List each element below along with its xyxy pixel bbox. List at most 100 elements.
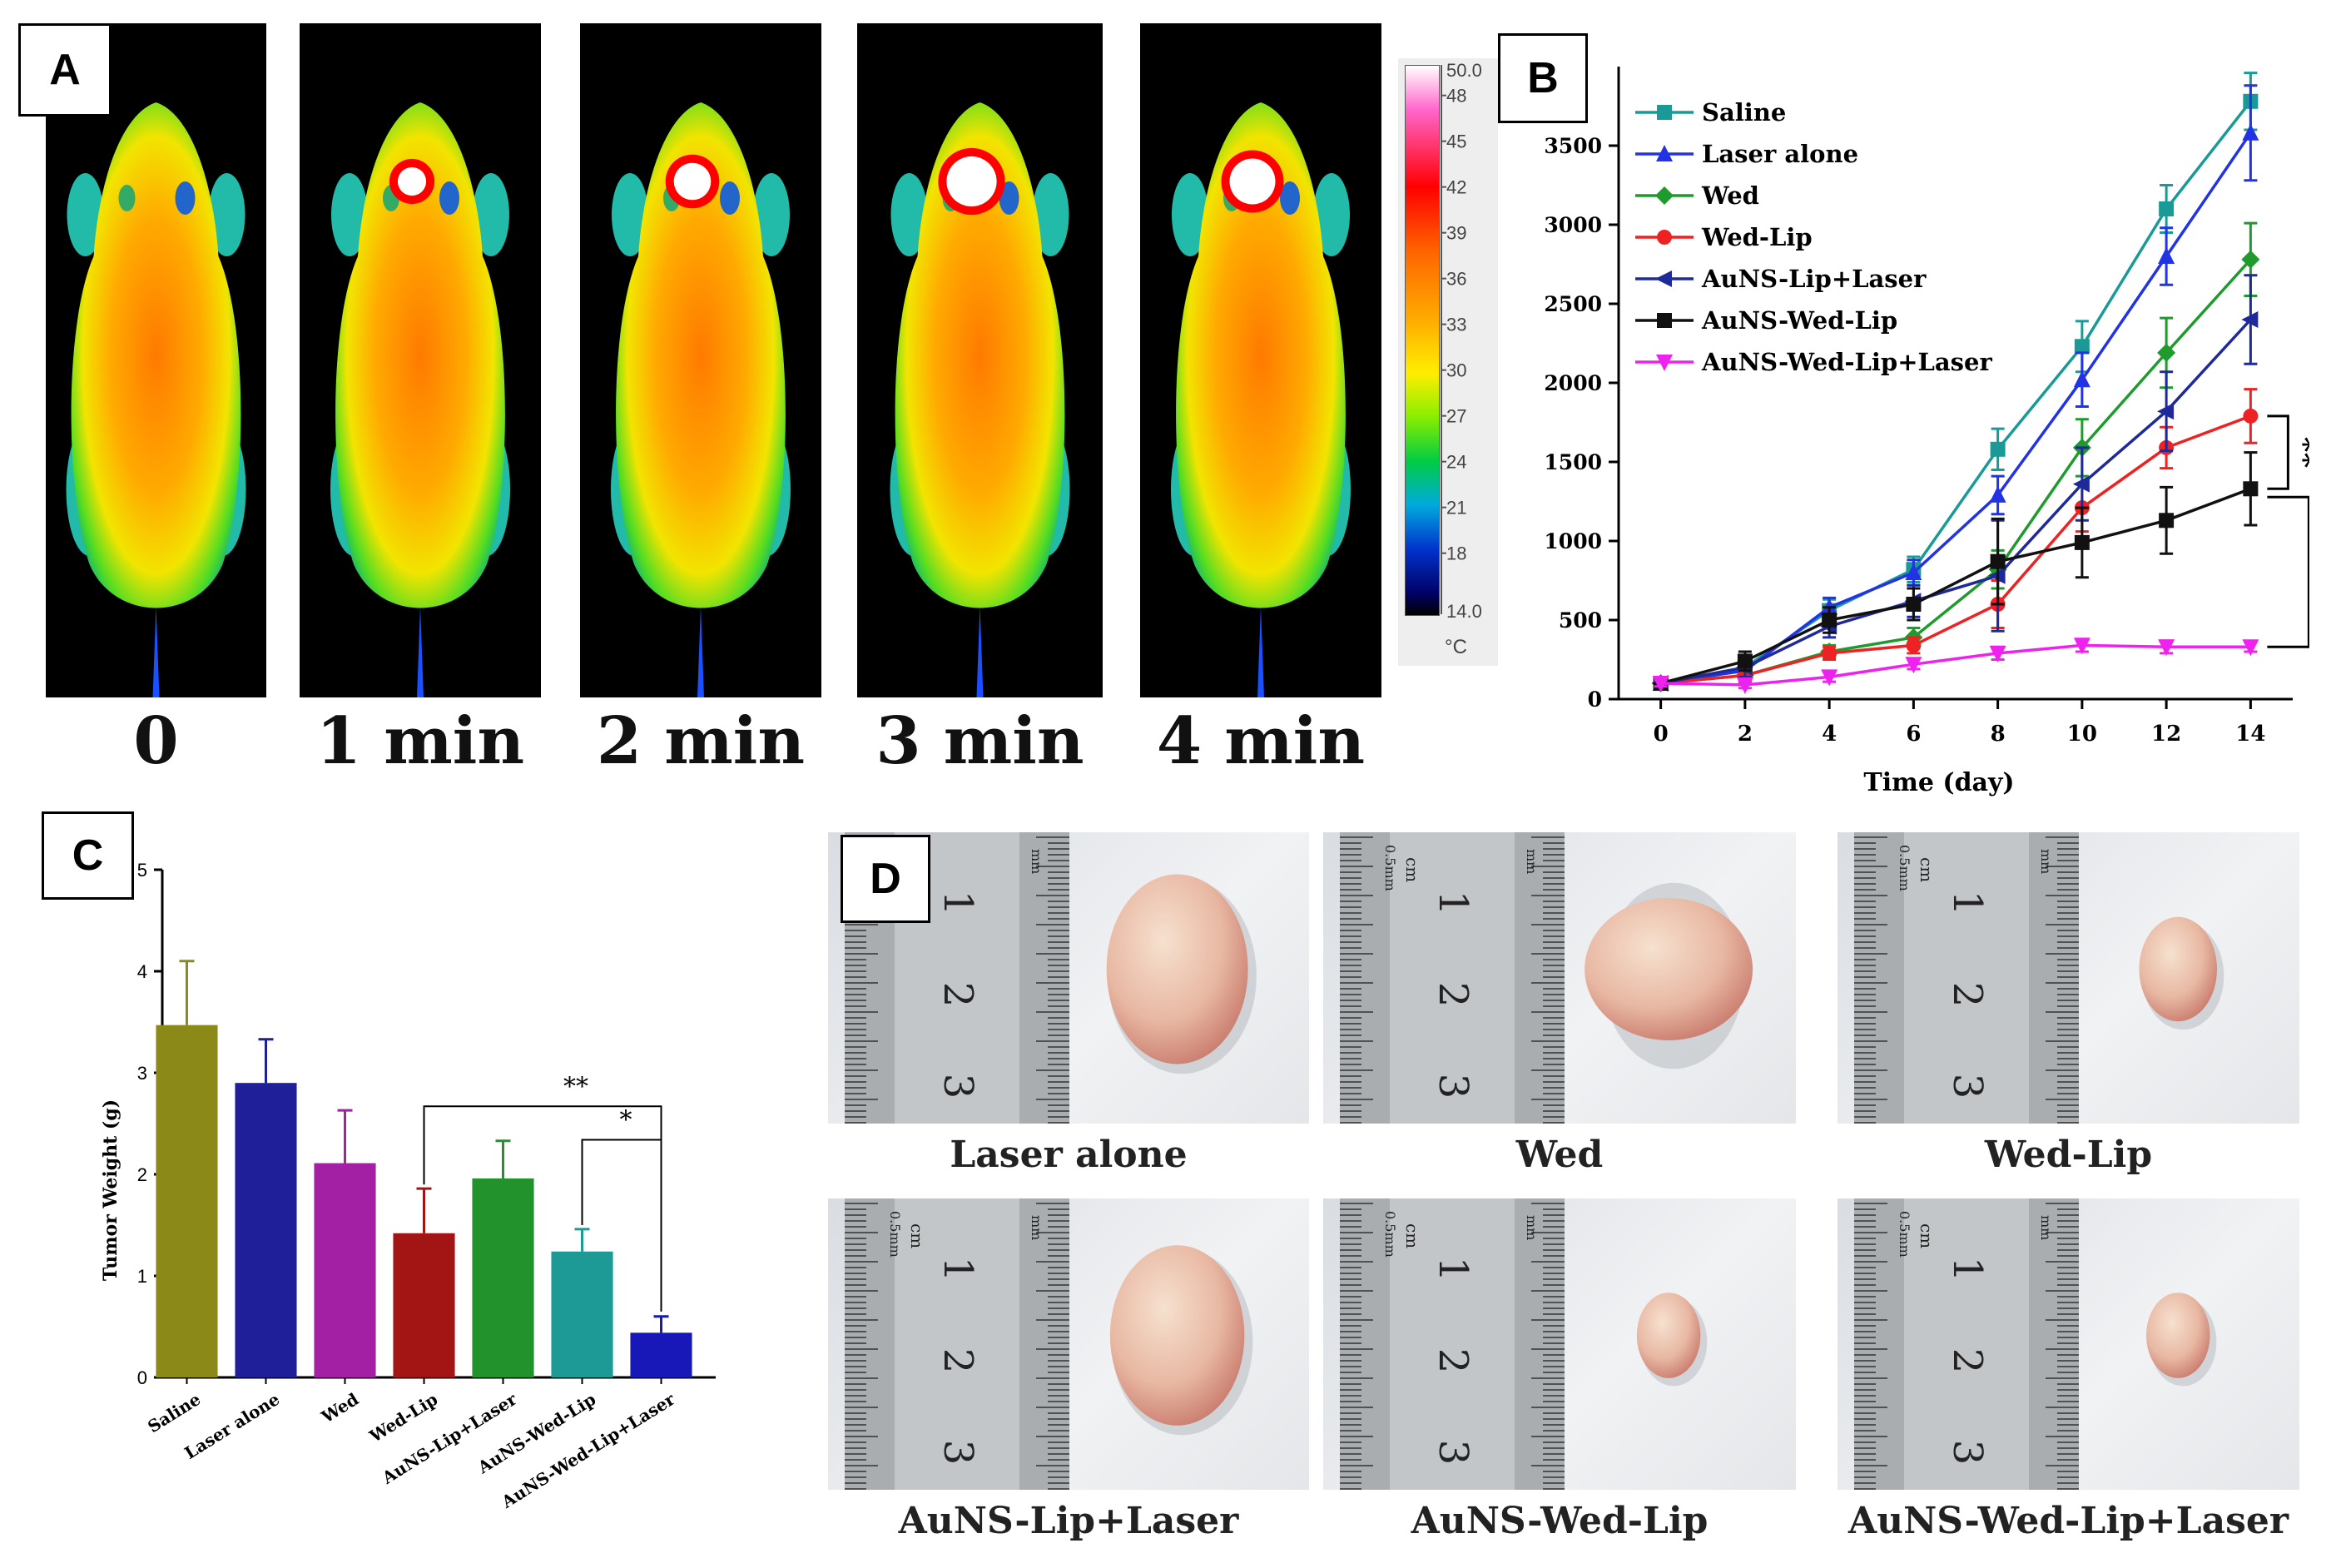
significance-bracket: [2267, 414, 2289, 490]
y-tick-label: 1000: [1544, 529, 1602, 553]
colorbar-tick-label: 39: [1446, 223, 1466, 244]
colorbar-gradient: [1405, 65, 1440, 616]
series-line: [1660, 318, 2252, 685]
x-tick-label: 2: [1738, 722, 1753, 747]
y-axis-title: Tumor Weight (g): [100, 1099, 122, 1281]
ruler-number: 1: [935, 1257, 981, 1283]
mouse-tail: [697, 606, 704, 697]
thermal-time-label: 3 min: [875, 703, 1084, 779]
series-auns-wed-lip: AuNS-Wed-Lip: [1635, 306, 2259, 691]
series-auns-wed-lip-laser: AuNS-Wed-Lip+Laser: [1635, 348, 2259, 694]
data-point: [1656, 355, 1673, 371]
data-point: [2074, 534, 2090, 550]
colorbar-axis: 48 45 42 39 36 33 30 27 24 21 18 50.0 14.0 °C: [1441, 60, 1482, 658]
bar: [551, 1251, 613, 1377]
photo-caption: AuNS-Wed-Lip+Laser: [1847, 1500, 2289, 1542]
colorbar-tick-label: 36: [1446, 269, 1466, 290]
y-tick-label: 3: [137, 1063, 147, 1084]
panel-d-letter: D: [841, 835, 930, 923]
mouse-body: [335, 102, 505, 608]
thermal-time-label: 4 min: [1156, 703, 1366, 779]
ruler-unit-cm: cm: [1917, 1223, 1937, 1248]
data-point: [1990, 553, 2006, 569]
data-point: [1657, 105, 1672, 120]
legend-label: AuNS-Lip+Laser: [1701, 265, 1927, 293]
data-point: [2073, 638, 2090, 655]
ruler-number: 1: [1430, 891, 1476, 916]
y-tick-label: 2000: [1544, 371, 1602, 395]
y-tick-label: 0: [1588, 687, 1602, 712]
y-tick-label: 4: [137, 961, 147, 982]
mouse-foreleg: [1032, 173, 1069, 256]
series-line: [1660, 100, 2252, 685]
x-tick-label: Wed: [317, 1389, 362, 1427]
mouse-body: [1176, 102, 1346, 608]
ruler-half-mm: 0.5mm: [1897, 1211, 1912, 1258]
ruler-number: 2: [1944, 982, 1991, 1008]
ruler-number: 3: [1430, 1440, 1476, 1466]
ruler-half-mm: 0.5mm: [1897, 845, 1912, 891]
thermal-image: [300, 23, 541, 697]
thermal-time-label: 1 min: [315, 703, 525, 779]
mouse-tail: [976, 606, 984, 697]
panel-a-letter: A: [18, 23, 112, 117]
tumor-specimen: [1636, 1293, 1701, 1378]
bar: [314, 1163, 376, 1377]
ruler-number: 2: [935, 982, 981, 1008]
ruler-number: 2: [935, 1348, 981, 1374]
data-point: [1906, 597, 1922, 612]
mouse-body: [616, 102, 786, 608]
series-laser-alone: Laser alone: [1635, 84, 2259, 691]
data-point: [1737, 653, 1753, 669]
thermal-time-label: 2 min: [596, 703, 806, 779]
ruler-unit-cm: cm: [1402, 857, 1422, 882]
colorbar-unit: °C: [1445, 636, 1467, 658]
series-wed-lip: Wed-Lip: [1635, 223, 2259, 691]
data-point: [1821, 669, 1838, 687]
ruler-and-tumor: 1 2 3 cm mm 0.5mm: [1340, 832, 1753, 1124]
thermal-image: [46, 23, 266, 697]
mouse-tail: [152, 606, 160, 697]
bar: [235, 1083, 297, 1377]
thermal-mouse-drawing: [890, 102, 1070, 697]
legend-label: AuNS-Wed-Lip: [1701, 306, 1897, 335]
data-point: [1990, 441, 2006, 457]
ruler-center-band: [895, 1198, 1019, 1490]
thermal-mouse-drawing: [1171, 102, 1351, 697]
mouse-foreleg: [612, 173, 648, 256]
thermal-mouse-drawing: [330, 102, 510, 697]
x-tick-label: Saline: [144, 1389, 204, 1437]
x-tick-label: AuNS-Lip+Laser: [378, 1389, 520, 1489]
ruler-number: 3: [935, 1074, 981, 1099]
ruler-number: 2: [1430, 982, 1476, 1008]
colorbar-tick-label: 24: [1446, 452, 1466, 473]
thermal-image: [580, 23, 821, 697]
data-point: [1989, 645, 2006, 662]
x-tick-label: 12: [2151, 722, 2181, 747]
significance-bracket: [2267, 495, 2309, 648]
data-point: [1655, 270, 1672, 287]
tumor-hotspot-core: [673, 162, 712, 201]
ruler-and-tumor: 1 2 3 cm mm 0.5mm: [1854, 832, 2224, 1124]
photo-caption: Laser alone: [950, 1134, 1188, 1176]
ruler-center-band: [1390, 832, 1515, 1124]
y-tick-label: 1500: [1544, 450, 1602, 474]
colorbar-tick-label: 42: [1446, 177, 1466, 198]
data-point: [2159, 513, 2175, 528]
x-tick-label: 0: [1654, 722, 1669, 747]
colorbar-min-label: 14.0: [1446, 601, 1482, 622]
x-tick-label: 4: [1822, 722, 1837, 747]
data-point: [2159, 201, 2175, 216]
data-point: [2157, 403, 2175, 420]
colorbar-tick-label: 27: [1446, 406, 1466, 427]
ruler-number: 2: [1944, 1348, 1991, 1374]
significance-marker: **: [563, 1072, 588, 1101]
data-point: [1989, 485, 2006, 503]
significance-bracket: [581, 1139, 662, 1312]
mouse-ear: [1280, 181, 1300, 215]
data-point: [1652, 676, 1669, 692]
thermal-image: [1140, 23, 1381, 697]
photo-caption: Wed: [1515, 1134, 1604, 1176]
tumor-photo: 1 2 3 cm mm 0.5mm: [1323, 1198, 1796, 1490]
